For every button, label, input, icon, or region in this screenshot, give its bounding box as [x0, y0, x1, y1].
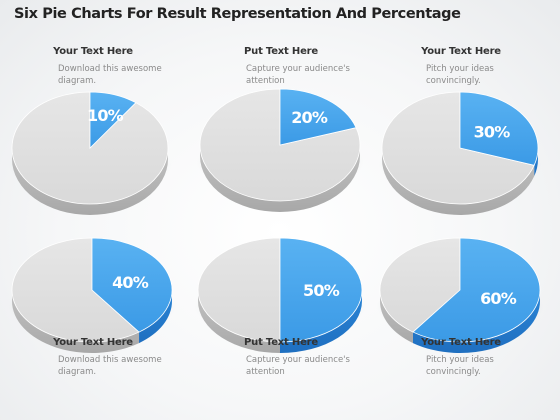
caption-3: Your Text Here Pitch your ideas convinci…	[386, 45, 536, 87]
pie-slice-value	[89, 91, 137, 149]
caption-1: Your Text Here Download this awesome dia…	[18, 45, 168, 87]
caption-line: Capture your audience's	[246, 355, 350, 365]
page-title: Six Pie Charts For Result Representation…	[14, 6, 461, 22]
caption-heading: Your Text Here	[421, 337, 501, 348]
pie-chart-6: 60%	[376, 237, 544, 353]
caption-line: attention	[246, 76, 285, 86]
caption-line: Pitch your ideas	[426, 64, 494, 74]
caption-line: Download this awesome	[58, 355, 162, 365]
pie-chart-2: 20%	[196, 88, 364, 212]
pie-slice-rest-side	[11, 290, 140, 354]
pie-slice-rest-side	[12, 148, 168, 215]
pie-slice-rest	[379, 237, 461, 333]
pie-slice-rest-side	[380, 290, 413, 344]
pie-slice-value	[412, 237, 541, 343]
pie-slice-rest	[381, 91, 535, 205]
pie-chart-1: 10%	[8, 91, 172, 215]
caption-line: Capture your audience's	[246, 64, 350, 74]
pie-slice-rest	[11, 237, 140, 343]
pie-value-label: 40%	[112, 273, 149, 292]
pie-slice-value	[91, 237, 173, 333]
pie-slice-value	[279, 237, 363, 343]
caption-line: Download this awesome	[58, 64, 162, 74]
pie-slice-value	[279, 88, 357, 146]
pie-slice-rest-side	[382, 148, 535, 215]
pie-slice-rest-side	[200, 145, 360, 212]
pie-slice-value-side	[534, 148, 538, 177]
pie-chart-5: 50%	[193, 237, 367, 353]
caption-line: convincingly.	[426, 367, 481, 377]
pie-slice-rest	[197, 237, 281, 343]
pie-chart-3: 30%	[378, 91, 542, 215]
caption-heading: Put Text Here	[244, 337, 318, 348]
caption-6: Your Text Here Pitch your ideas convinci…	[386, 336, 536, 378]
pie-value-label: 60%	[480, 289, 517, 308]
pie-value-label: 30%	[474, 123, 511, 142]
pie-value-label: 50%	[303, 281, 340, 300]
pie-value-label: 10%	[87, 106, 124, 125]
caption-2: Put Text Here Capture your audience's at…	[206, 45, 356, 87]
caption-line: Pitch your ideas	[426, 355, 494, 365]
caption-5: Put Text Here Capture your audience's at…	[206, 336, 356, 378]
pie-slice-value-side	[139, 290, 172, 344]
caption-line: diagram.	[58, 367, 97, 377]
pie-slice-value	[459, 91, 539, 166]
caption-4: Your Text Here Download this awesome dia…	[18, 336, 168, 378]
caption-line: convincingly.	[426, 76, 481, 86]
caption-line: attention	[246, 367, 285, 377]
caption-heading: Your Text Here	[53, 337, 133, 348]
caption-heading: Put Text Here	[244, 46, 318, 57]
pie-slice-value-side	[412, 290, 540, 353]
caption-heading: Your Text Here	[421, 46, 501, 57]
pie-chart-4: 40%	[8, 237, 176, 354]
pie-value-label: 20%	[291, 108, 328, 127]
caption-heading: Your Text Here	[53, 46, 133, 57]
caption-line: diagram.	[58, 76, 97, 86]
